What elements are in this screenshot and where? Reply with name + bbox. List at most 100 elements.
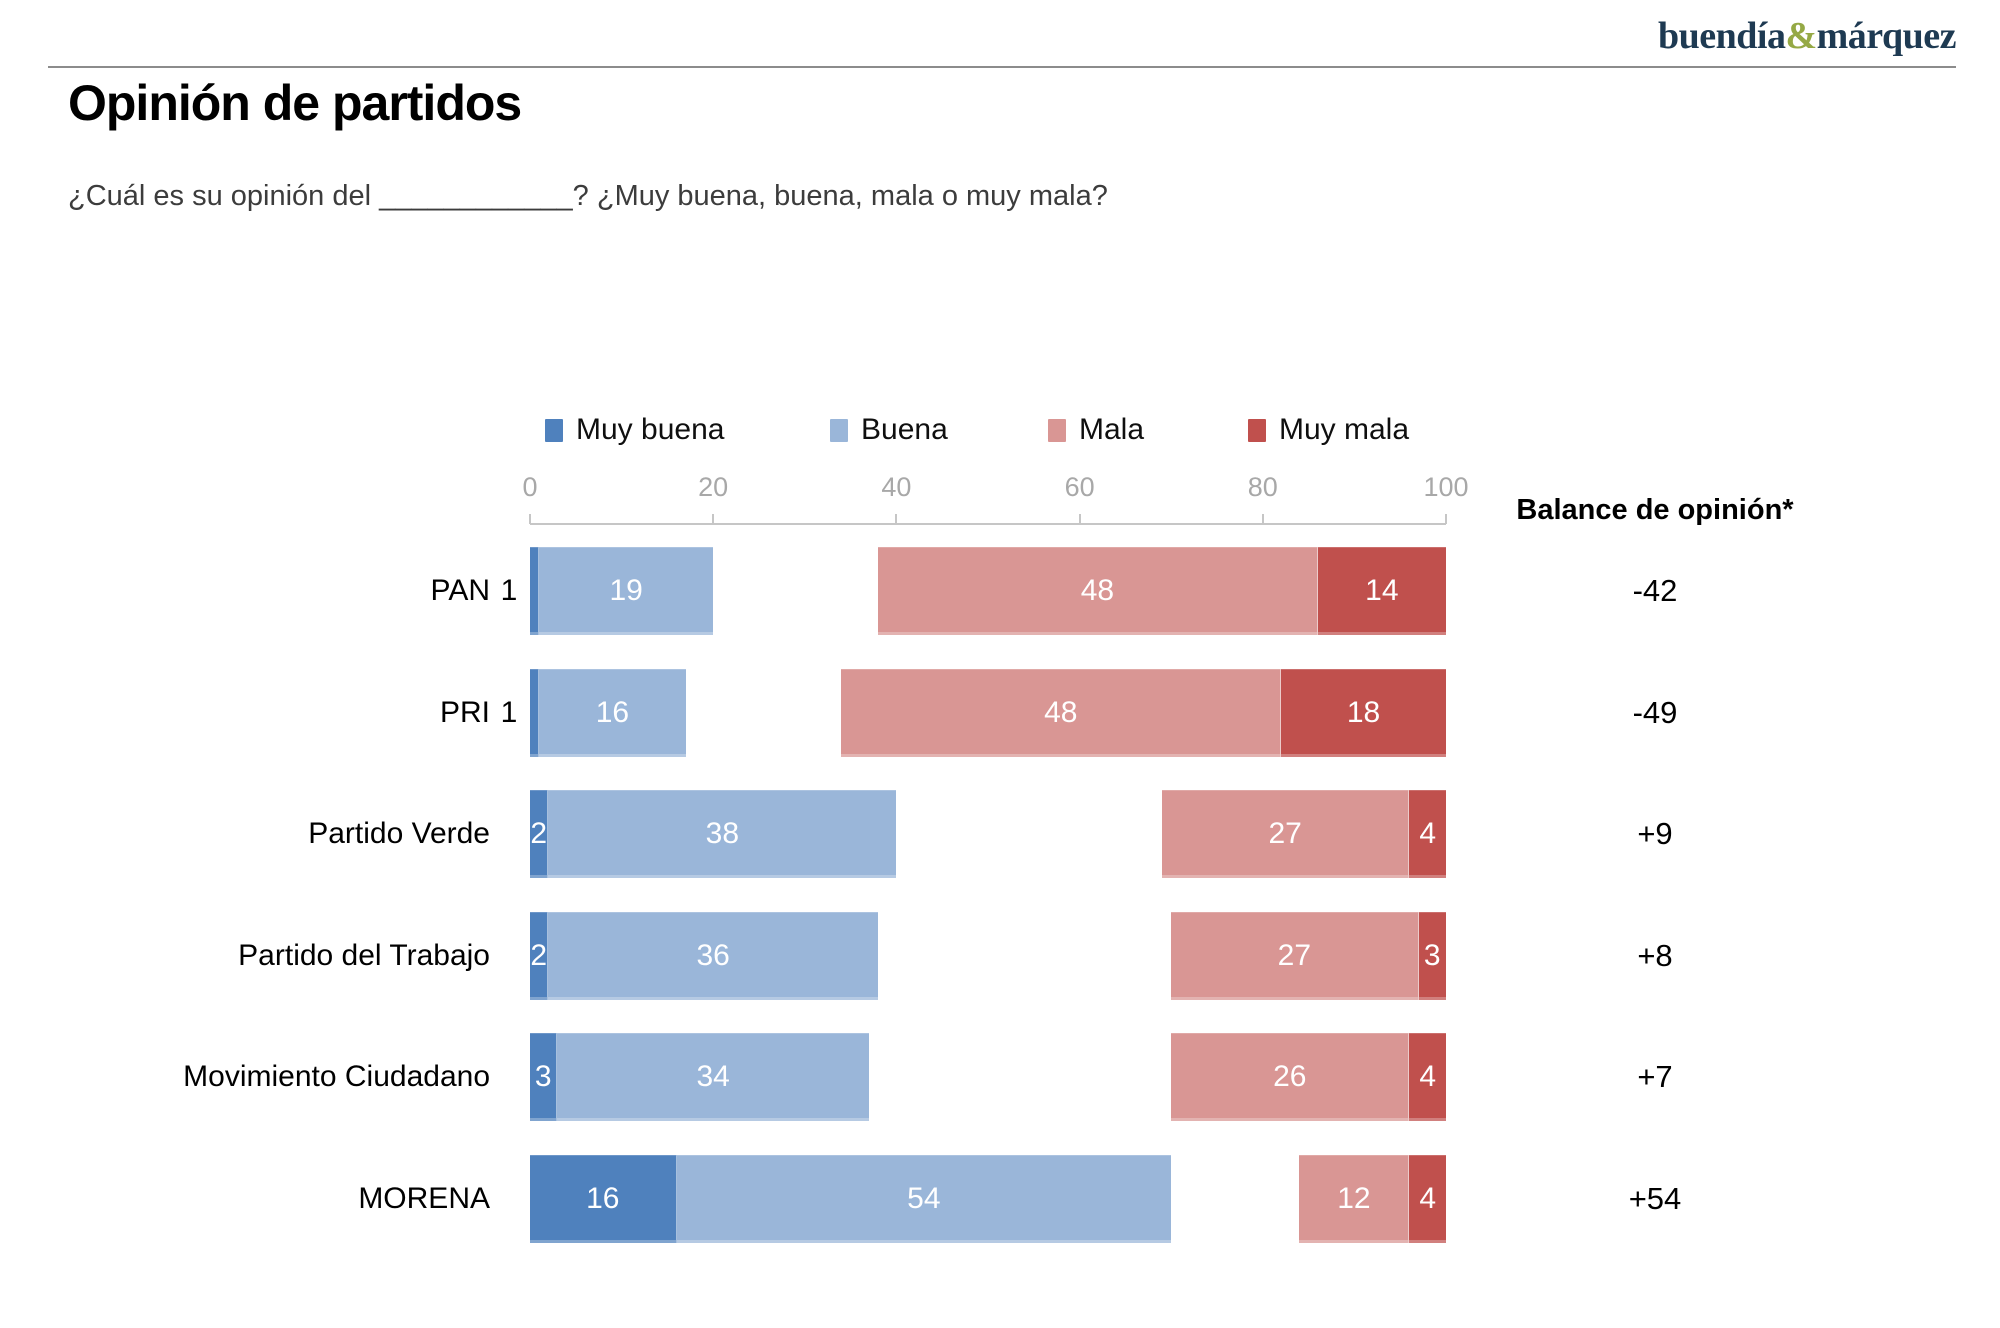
axis-tick-label: 60	[1064, 472, 1095, 502]
bar-value-label: 14	[1365, 574, 1399, 607]
bar-segment-mala: 27	[1171, 912, 1419, 1000]
bar-value-label: 12	[1337, 1182, 1371, 1215]
bar-value-label: 16	[595, 696, 630, 729]
bar-value-label: 54	[907, 1182, 941, 1215]
bar-segment-mala: 48	[878, 547, 1318, 635]
bar-segment-muy-mala: 3	[1418, 912, 1446, 1000]
legend-swatch-muy-buena	[545, 418, 563, 442]
chart-row-pan: PAN 1 19 48 14 -42	[0, 547, 2000, 635]
brand-ampersand: &	[1785, 15, 1818, 57]
balance-value: +8	[1637, 938, 1673, 973]
bar-segment-buena: 38	[548, 790, 897, 878]
bar-value-label: 4	[1419, 817, 1437, 850]
legend-label: Mala	[1079, 413, 1145, 446]
axis-tick	[1078, 514, 1081, 524]
bar-value-label: 4	[1419, 1182, 1437, 1215]
axis-tick-label: 100	[1423, 472, 1469, 502]
bar-value-label-outside: 1	[500, 696, 518, 729]
bar-value-label: 48	[1080, 574, 1115, 607]
header-divider	[48, 66, 1956, 68]
row-label: Partido del Trabajo	[238, 939, 490, 972]
legend-item-muy-buena: Muy buena	[545, 412, 724, 448]
balance-value: +9	[1637, 816, 1673, 851]
axis-tick-label: 0	[522, 472, 538, 502]
balance-value: -49	[1632, 695, 1678, 730]
legend-item-mala: Mala	[1048, 412, 1144, 448]
row-label: PAN	[430, 574, 490, 607]
bar-segment-muy-buena	[530, 669, 540, 757]
bar-value-label: 2	[530, 817, 547, 850]
bar-segment-muy-buena: 2	[530, 912, 549, 1000]
row-label: MORENA	[358, 1182, 490, 1215]
bar-segment-buena: 36	[548, 912, 879, 1000]
bar-segment-mala: 27	[1162, 790, 1410, 878]
bar-segment-muy-buena: 3	[530, 1033, 558, 1121]
bar-value-label: 27	[1268, 817, 1302, 850]
axis-tick-label: 80	[1247, 472, 1278, 502]
balance-column-header: Balance de opinión*	[1516, 494, 1794, 526]
axis-tick	[895, 514, 898, 524]
axis-tick-label: 20	[698, 472, 729, 502]
bar-value-label: 38	[705, 817, 740, 850]
chart-row-pri: PRI 1 16 48 18 -49	[0, 669, 2000, 757]
legend-swatch-muy-mala	[1248, 418, 1266, 442]
legend-label: Muy mala	[1279, 413, 1410, 446]
axis-line	[530, 523, 1446, 525]
bar-value-label: 18	[1346, 696, 1381, 729]
bar-value-label: 19	[609, 574, 643, 607]
bar-segment-muy-mala: 4	[1409, 1155, 1446, 1243]
bar-segment-muy-buena: 2	[530, 790, 549, 878]
legend-label: Muy buena	[576, 413, 725, 446]
page-subtitle: ¿Cuál es su opinión del ____________? ¿M…	[68, 180, 1108, 212]
legend-label: Buena	[861, 413, 948, 446]
bar-segment-buena: 16	[539, 669, 686, 757]
bar-value-label: 4	[1419, 1060, 1437, 1093]
brand-logo: buendía&márquez	[1658, 14, 1956, 58]
bar-segment-muy-buena: 16	[530, 1155, 677, 1243]
bar-value-label: 3	[534, 1060, 552, 1093]
chart-row-partido-del-trabajo: Partido del Trabajo 2 36 27 3 +8	[0, 912, 2000, 1000]
axis-tick-label: 40	[881, 472, 912, 502]
bar-value-label: 27	[1277, 939, 1312, 972]
bar-value-label-outside: 1	[500, 574, 518, 607]
bar-segment-mala: 12	[1299, 1155, 1410, 1243]
bar-value-label: 34	[696, 1060, 730, 1093]
bar-segment-buena: 19	[539, 547, 714, 635]
chart-row-morena: MORENA 16 54 12 4 +54	[0, 1155, 2000, 1243]
bar-segment-buena: 54	[676, 1155, 1172, 1243]
bar-segment-muy-mala: 18	[1281, 669, 1446, 757]
balance-value: -42	[1632, 573, 1678, 608]
bar-segment-mala: 26	[1171, 1033, 1410, 1121]
brand-name-left: buendía	[1658, 15, 1786, 57]
bar-value-label: 36	[696, 939, 730, 972]
row-label: Partido Verde	[308, 817, 490, 850]
page-title: Opinión de partidos	[68, 75, 522, 131]
row-label: PRI	[439, 696, 490, 729]
axis-tick	[712, 514, 715, 524]
bar-segment-mala: 48	[841, 669, 1282, 757]
chart-row-partido-verde: Partido Verde 2 38 27 4 +9	[0, 790, 2000, 878]
legend-item-muy-mala: Muy mala	[1248, 412, 1409, 448]
bar-segment-buena: 34	[557, 1033, 869, 1121]
row-label: Movimiento Ciudadano	[183, 1060, 490, 1093]
balance-value: +7	[1637, 1059, 1673, 1094]
legend-swatch-buena	[830, 418, 848, 442]
bar-value-label: 2	[530, 939, 547, 972]
bar-segment-muy-mala: 4	[1409, 1033, 1446, 1121]
bar-value-label: 16	[586, 1182, 620, 1215]
axis-tick	[1445, 514, 1447, 524]
bar-value-label: 3	[1423, 939, 1441, 972]
bar-segment-muy-mala: 4	[1409, 790, 1446, 878]
balance-value: +54	[1628, 1181, 1682, 1216]
axis-tick	[1261, 514, 1264, 524]
bar-value-label: 48	[1044, 696, 1078, 729]
axis-tick	[529, 514, 531, 524]
brand-name-right: márquez	[1816, 15, 1957, 57]
bar-value-label: 26	[1273, 1060, 1307, 1093]
legend-swatch-mala	[1048, 418, 1066, 442]
bar-segment-muy-buena	[530, 547, 540, 635]
chart-row-movimiento-ciudadano: Movimiento Ciudadano 3 34 26 4 +7	[0, 1033, 2000, 1121]
legend-item-buena: Buena	[830, 412, 948, 448]
bar-segment-muy-mala: 14	[1317, 547, 1446, 635]
